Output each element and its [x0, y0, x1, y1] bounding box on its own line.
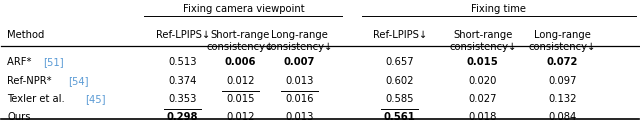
Text: [51]: [51] [43, 57, 63, 67]
Text: Short-range
consistency↓: Short-range consistency↓ [449, 30, 516, 52]
Text: ARF*: ARF* [7, 57, 35, 67]
Text: 0.097: 0.097 [548, 76, 577, 86]
Text: 0.132: 0.132 [548, 94, 577, 104]
Text: 0.298: 0.298 [167, 112, 198, 122]
Text: Method: Method [7, 30, 44, 40]
Text: 0.561: 0.561 [384, 112, 416, 122]
Text: 0.015: 0.015 [467, 57, 499, 67]
Text: 0.027: 0.027 [468, 94, 497, 104]
Text: 0.585: 0.585 [385, 94, 414, 104]
Text: 0.013: 0.013 [285, 112, 314, 122]
Text: Short-range
consistency↓: Short-range consistency↓ [207, 30, 274, 52]
Text: Ref-LPIPS↓: Ref-LPIPS↓ [372, 30, 427, 40]
Text: 0.018: 0.018 [468, 112, 497, 122]
Text: Ref-LPIPS↓: Ref-LPIPS↓ [156, 30, 210, 40]
Text: 0.513: 0.513 [168, 57, 197, 67]
Text: Texler et al.: Texler et al. [7, 94, 68, 104]
Text: 0.016: 0.016 [285, 94, 314, 104]
Text: 0.020: 0.020 [468, 76, 497, 86]
Text: 0.012: 0.012 [226, 76, 255, 86]
Text: 0.006: 0.006 [225, 57, 256, 67]
Text: [54]: [54] [68, 76, 89, 86]
Text: 0.602: 0.602 [385, 76, 414, 86]
Text: Fixing camera viewpoint: Fixing camera viewpoint [182, 4, 304, 14]
Text: Ours: Ours [7, 112, 31, 122]
Text: 0.007: 0.007 [284, 57, 316, 67]
Text: Long-range
consistency↓: Long-range consistency↓ [266, 30, 333, 52]
Text: 0.012: 0.012 [226, 112, 255, 122]
Text: 0.657: 0.657 [385, 57, 414, 67]
Text: Long-range
consistency↓: Long-range consistency↓ [529, 30, 596, 52]
Text: 0.374: 0.374 [168, 76, 197, 86]
Text: 0.353: 0.353 [168, 94, 197, 104]
Text: 0.084: 0.084 [548, 112, 577, 122]
Text: [45]: [45] [86, 94, 106, 104]
Text: 0.013: 0.013 [285, 76, 314, 86]
Text: 0.015: 0.015 [226, 94, 255, 104]
Text: 0.072: 0.072 [547, 57, 579, 67]
Text: Fixing time: Fixing time [471, 4, 526, 14]
Text: Ref-NPR*: Ref-NPR* [7, 76, 55, 86]
